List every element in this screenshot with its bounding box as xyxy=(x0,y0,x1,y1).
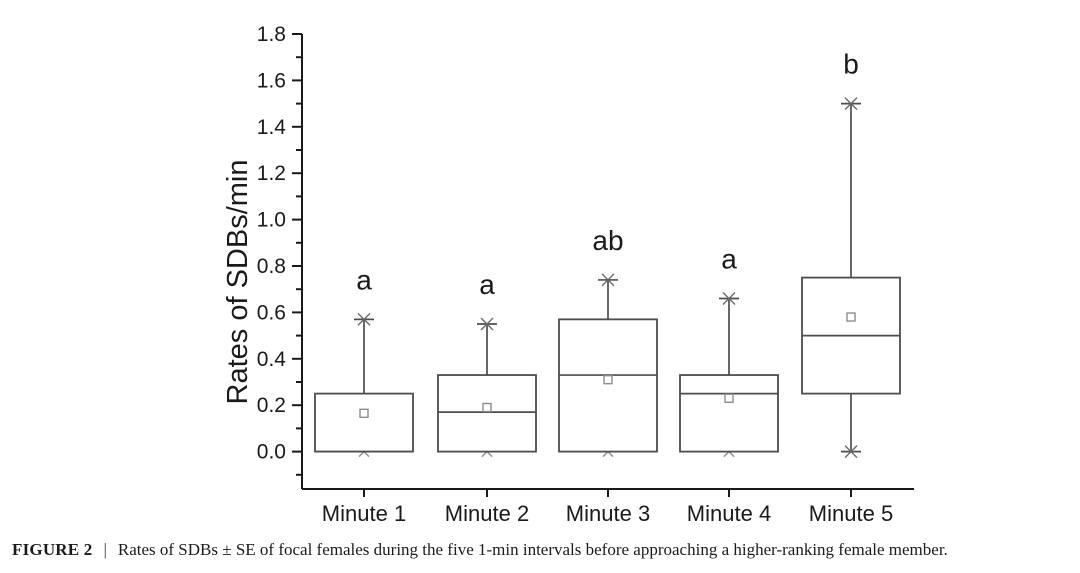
mean-square-marker xyxy=(359,408,369,419)
y-tick-label: 1.6 xyxy=(257,69,286,92)
figure-caption-separator: | xyxy=(103,540,107,559)
upper-whisker-x-marker xyxy=(844,97,858,111)
figure-caption-text: Rates of SDBs ± SE of focal females duri… xyxy=(117,540,948,559)
significance-letter: ab xyxy=(592,225,623,256)
significance-letter: b xyxy=(843,49,859,80)
significance-letter: a xyxy=(356,264,372,295)
mean-square-marker xyxy=(846,312,856,322)
y-tick-label: 1.4 xyxy=(257,116,287,139)
y-tick-label: 1.2 xyxy=(257,162,286,185)
sdb-rates-boxplot: a aabab0.00.20.40.60.81.01.21.41.61.8Minu… xyxy=(222,23,914,526)
box xyxy=(558,318,658,453)
upper-whisker-x-marker xyxy=(601,273,615,287)
y-tick-label: 0.4 xyxy=(257,348,287,371)
box xyxy=(437,374,537,453)
y-tick-label: 1.8 xyxy=(257,23,286,46)
x-axis-category-label: Minute 1 xyxy=(322,501,406,526)
box xyxy=(679,374,779,453)
y-tick-label: 0.0 xyxy=(257,441,286,464)
y-tick-label: 0.8 xyxy=(257,255,286,278)
box xyxy=(314,392,414,453)
figure-caption: FIGURE 2 | Rates of SDBs ± SE of focal fem… xyxy=(12,540,1070,560)
figure-caption-label: FIGURE 2 xyxy=(12,540,93,559)
x-axis-category-label: Minute 2 xyxy=(445,501,529,526)
x-axis-category-label: Minute 4 xyxy=(687,501,771,526)
y-tick-label: 0.2 xyxy=(257,394,286,417)
upper-whisker-x-marker xyxy=(722,291,736,305)
significance-letter: a xyxy=(479,269,495,300)
y-tick-label: 0.6 xyxy=(257,301,286,324)
x-axis-category-label: Minute 5 xyxy=(809,501,893,526)
y-tick-label: 1.0 xyxy=(257,209,286,232)
mean-square-marker xyxy=(724,393,734,403)
lower-whisker-x-marker xyxy=(844,445,858,459)
x-axis-category-label: Minute 3 xyxy=(566,501,650,526)
mean-square-marker xyxy=(603,374,613,385)
upper-whisker-x-marker xyxy=(357,312,371,326)
mean-square-marker xyxy=(482,402,492,413)
upper-whisker-x-marker xyxy=(480,317,494,331)
significance-letter: a xyxy=(721,243,737,274)
y-axis-title: Rates of SDBs/min xyxy=(222,160,254,405)
